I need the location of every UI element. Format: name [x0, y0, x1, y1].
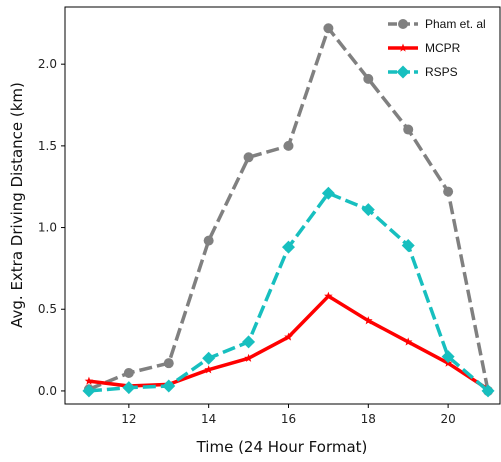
data-point-rsps: [122, 381, 136, 395]
data-point-pham-et-al: [243, 152, 254, 163]
data-point-pham-et-al: [203, 235, 214, 246]
y-axis-label: Avg. Extra Driving Distance (km): [8, 82, 26, 328]
data-point-rsps: [441, 350, 455, 364]
x-tick-label: 16: [281, 412, 296, 426]
legend-item-rsps: RSPS: [388, 65, 458, 79]
data-point-mcpr: [403, 337, 413, 346]
legend: Pham et. al MCPR RSPS: [388, 17, 486, 79]
legend-label: MCPR: [425, 41, 461, 55]
x-axis-ticks: 12 14 16 18 20: [121, 404, 456, 426]
legend-label: Pham et. al: [425, 17, 486, 31]
data-point-mcpr: [204, 365, 213, 374]
legend-item-pham-et-al: Pham et. al: [388, 17, 486, 31]
series-layer: [82, 23, 495, 398]
y-tick-label: 2.0: [38, 57, 57, 71]
x-tick-label: 12: [121, 412, 136, 426]
data-point-rsps: [401, 239, 415, 253]
y-tick-label: 1.0: [38, 221, 57, 235]
data-point-rsps: [361, 203, 375, 217]
data-point-pham-et-al: [123, 367, 134, 378]
legend-item-mcpr: MCPR: [388, 41, 461, 55]
series-pham-et-al: [83, 23, 494, 396]
data-point-rsps: [162, 379, 176, 393]
data-point-mcpr: [284, 332, 293, 341]
data-point-rsps: [82, 384, 96, 398]
data-point-rsps: [321, 186, 335, 200]
series-rsps: [82, 186, 495, 398]
data-point-mcpr: [324, 291, 333, 300]
y-tick-label: 0.0: [38, 384, 57, 398]
legend-marker: [396, 65, 410, 79]
data-point-mcpr: [84, 376, 94, 385]
x-tick-label: 14: [201, 412, 216, 426]
y-tick-label: 0.5: [38, 302, 57, 316]
data-point-mcpr: [244, 353, 253, 362]
data-point-pham-et-al: [403, 124, 414, 135]
data-point-mcpr: [364, 316, 373, 325]
data-point-pham-et-al: [323, 23, 334, 34]
y-axis-ticks: 0.0 0.5 1.0 1.5 2.0: [38, 57, 65, 398]
plot-area: [64, 6, 501, 405]
legend-label: RSPS: [425, 65, 458, 79]
data-point-rsps: [202, 351, 216, 365]
y-tick-label: 1.5: [38, 139, 57, 153]
data-point-pham-et-al: [443, 186, 454, 197]
legend-marker: [398, 43, 408, 52]
data-point-rsps: [281, 240, 295, 254]
data-point-pham-et-al: [363, 73, 374, 84]
legend-marker: [398, 19, 408, 29]
data-point-pham-et-al: [283, 140, 294, 151]
x-tick-label: 18: [361, 412, 376, 426]
x-tick-label: 20: [440, 412, 455, 426]
data-point-rsps: [481, 384, 495, 398]
data-point-pham-et-al: [163, 358, 174, 369]
x-axis-label: Time (24 Hour Format): [196, 438, 368, 456]
data-point-rsps: [242, 335, 256, 349]
